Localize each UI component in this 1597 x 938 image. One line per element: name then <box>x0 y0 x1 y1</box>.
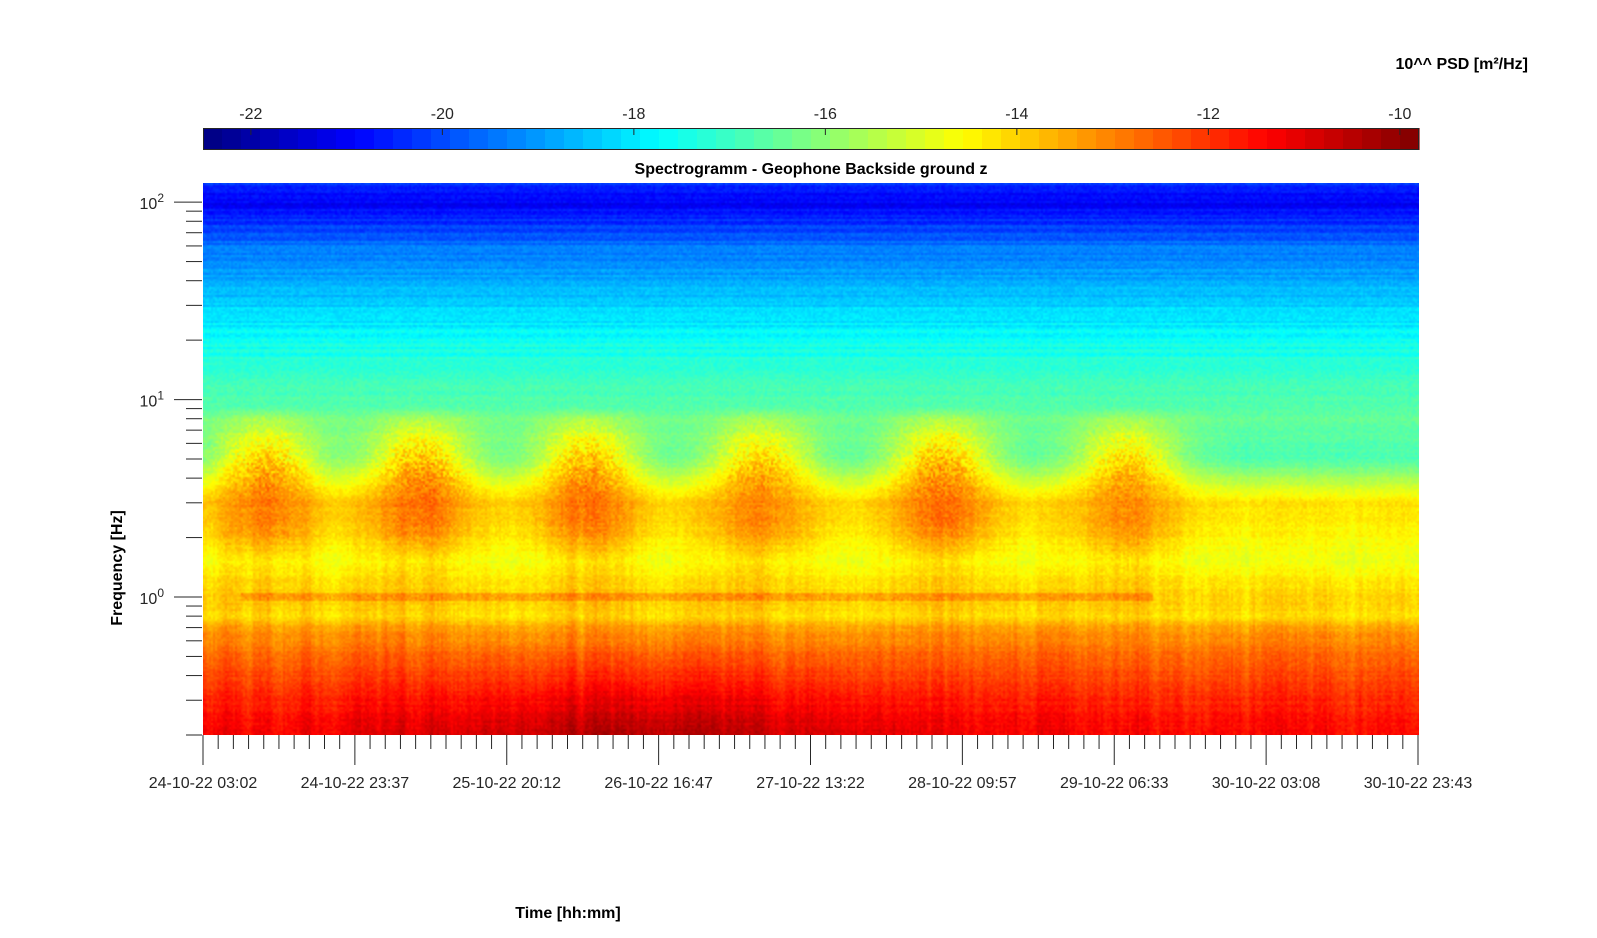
colorbar-cell <box>1001 128 1021 150</box>
colorbar-cell <box>1286 128 1306 150</box>
colorbar-cell <box>336 128 356 150</box>
colorbar-cell <box>260 128 280 150</box>
chart-title: Spectrogramm - Geophone Backside ground … <box>635 161 988 178</box>
colorbar-cell <box>1058 128 1078 150</box>
colorbar-cell <box>583 128 603 150</box>
colorbar-cell <box>488 128 508 150</box>
colorbar-frame <box>203 128 1419 150</box>
colorbar-tick-label: -20 <box>431 106 454 123</box>
x-tick-label: 29-10-22 06:33 <box>1060 775 1169 792</box>
colorbar-label: 10^^ PSD [m²/Hz] <box>1396 56 1528 73</box>
colorbar-cell <box>811 128 831 150</box>
colorbar-cell <box>925 128 945 150</box>
x-tick-label: 25-10-22 20:12 <box>452 775 561 792</box>
colorbar-cell <box>203 128 223 150</box>
colorbar-cell <box>1229 128 1249 150</box>
colorbar-tick-label: -12 <box>1197 106 1220 123</box>
colorbar-cell <box>716 128 736 150</box>
colorbar-cell <box>222 128 242 150</box>
colorbar-cell <box>241 128 261 150</box>
spectrogram-heatmap <box>203 183 1419 735</box>
colorbar-cell <box>621 128 641 150</box>
colorbar-cell <box>1134 128 1154 150</box>
colorbar-tick-label: -10 <box>1388 106 1411 123</box>
colorbar-cell <box>374 128 394 150</box>
colorbar-cell <box>640 128 660 150</box>
colorbar-cell <box>317 128 337 150</box>
y-tick-label: 101 <box>140 389 165 411</box>
x-tick-label: 28-10-22 09:57 <box>908 775 1017 792</box>
colorbar-cell <box>830 128 850 150</box>
colorbar: -22 -20 -18 -16 -14 -12 -10 <box>203 106 1420 150</box>
x-axis: 24-10-22 03:02 24-10-22 23:37 25-10-22 20:… <box>149 735 1473 792</box>
colorbar-cell <box>526 128 546 150</box>
x-tick-label: 24-10-22 03:02 <box>149 775 258 792</box>
colorbar-cell <box>887 128 907 150</box>
spectrogram-plot-area <box>203 183 1419 735</box>
colorbar-tick-label: -16 <box>814 106 837 123</box>
colorbar-cell <box>1400 128 1420 150</box>
x-tick-label: 30-10-22 03:08 <box>1212 775 1321 792</box>
colorbar-cell <box>678 128 698 150</box>
colorbar-cell <box>773 128 793 150</box>
colorbar-cell <box>792 128 812 150</box>
colorbar-cell <box>412 128 432 150</box>
y-tick-label: 102 <box>140 191 165 213</box>
colorbar-cell <box>963 128 983 150</box>
colorbar-cell <box>1343 128 1363 150</box>
colorbar-cell <box>906 128 926 150</box>
colorbar-cell <box>450 128 470 150</box>
colorbar-cell <box>697 128 717 150</box>
colorbar-cell <box>1324 128 1344 150</box>
colorbar-tick-label: -18 <box>622 106 645 123</box>
colorbar-cell <box>431 128 451 150</box>
colorbar-tick-label: -14 <box>1005 106 1028 123</box>
colorbar-cell <box>1020 128 1040 150</box>
colorbar-cell <box>1210 128 1230 150</box>
colorbar-cell <box>1305 128 1325 150</box>
colorbar-tick-label: -22 <box>239 106 262 123</box>
colorbar-cell <box>1153 128 1173 150</box>
colorbar-cell <box>1096 128 1116 150</box>
colorbar-cell <box>564 128 584 150</box>
colorbar-cell <box>355 128 375 150</box>
y-tick-label: 100 <box>140 586 165 608</box>
colorbar-cell <box>735 128 755 150</box>
colorbar-cell <box>868 128 888 150</box>
colorbar-cell <box>944 128 964 150</box>
x-tick-label: 26-10-22 16:47 <box>604 775 713 792</box>
colorbar-cell <box>1172 128 1192 150</box>
colorbar-cell <box>602 128 622 150</box>
colorbar-cell <box>545 128 565 150</box>
x-tick-label: 27-10-22 13:22 <box>756 775 865 792</box>
colorbar-cell <box>982 128 1002 150</box>
colorbar-cell <box>1362 128 1382 150</box>
x-axis-label: Time [hh:mm] <box>515 905 620 922</box>
colorbar-cell <box>507 128 527 150</box>
colorbar-cell <box>1267 128 1287 150</box>
colorbar-cell <box>849 128 869 150</box>
x-tick-label: 24-10-22 23:37 <box>301 775 410 792</box>
colorbar-cell <box>1115 128 1135 150</box>
x-tick-label: 30-10-22 23:43 <box>1364 775 1473 792</box>
colorbar-cell <box>298 128 318 150</box>
colorbar-cell <box>1077 128 1097 150</box>
colorbar-cell <box>1248 128 1268 150</box>
y-axis: 102 101 100 <box>140 191 202 736</box>
colorbar-cell <box>469 128 489 150</box>
colorbar-cell <box>659 128 679 150</box>
colorbar-cell <box>279 128 299 150</box>
colorbar-cell <box>1381 128 1401 150</box>
colorbar-cell <box>1039 128 1059 150</box>
y-axis-label: Frequency [Hz] <box>109 510 126 626</box>
colorbar-cell <box>1191 128 1211 150</box>
colorbar-cell <box>393 128 413 150</box>
colorbar-cell <box>754 128 774 150</box>
